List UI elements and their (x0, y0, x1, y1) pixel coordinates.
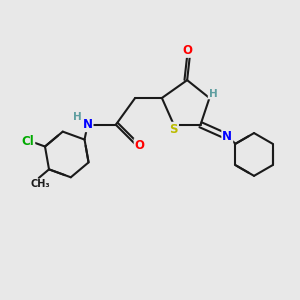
Text: H: H (208, 88, 217, 98)
Text: N: N (82, 118, 93, 131)
Text: O: O (182, 44, 192, 57)
Text: N: N (222, 130, 232, 143)
Text: CH₃: CH₃ (30, 179, 50, 190)
Text: S: S (169, 123, 178, 136)
Text: O: O (135, 139, 145, 152)
Text: H: H (73, 112, 82, 122)
Text: Cl: Cl (22, 136, 34, 148)
